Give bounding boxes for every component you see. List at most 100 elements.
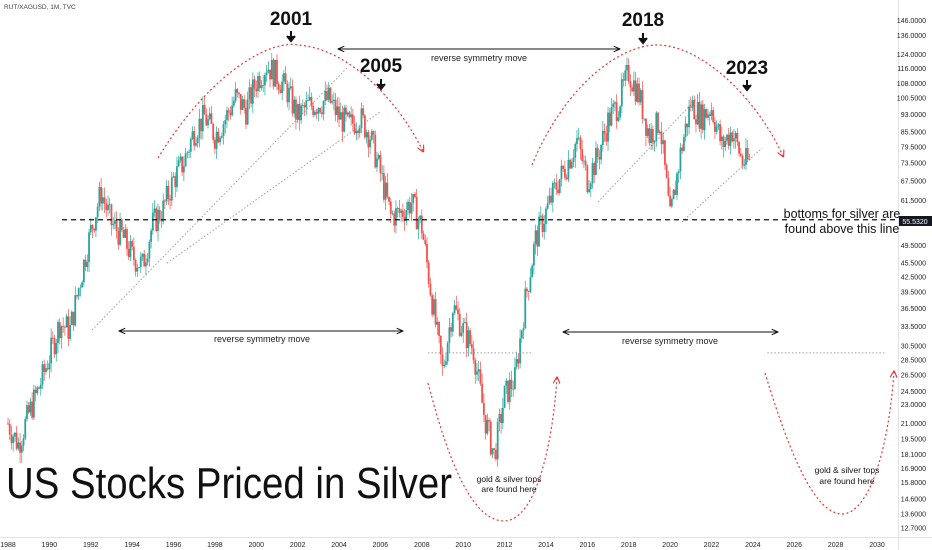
- candle-body: [457, 309, 459, 315]
- candle-body: [286, 83, 289, 103]
- candle-body: [46, 368, 49, 370]
- candle-body: [7, 423, 9, 425]
- candle-body: [276, 59, 278, 84]
- candle-body: [622, 79, 625, 81]
- x-tick-label: 2000: [248, 542, 264, 549]
- candle-body: [39, 384, 42, 389]
- candle-body: [719, 124, 721, 142]
- candle-body: [531, 265, 534, 278]
- y-tick-label: 39.5000: [901, 290, 926, 297]
- candle-body: [646, 128, 649, 136]
- candle-body: [443, 364, 446, 367]
- candle-body: [393, 213, 396, 226]
- candle-body: [170, 177, 173, 201]
- candle-body: [469, 330, 471, 344]
- y-tick-label: 26.5000: [901, 373, 926, 380]
- candle-body: [60, 326, 63, 339]
- candle-body: [365, 132, 368, 138]
- candle-body: [481, 383, 484, 403]
- y-tick-label: 67.5000: [901, 178, 926, 185]
- candle-body: [62, 326, 65, 327]
- candle-body: [450, 327, 453, 332]
- candle-body: [658, 131, 661, 133]
- candle-body: [543, 223, 546, 232]
- candle-body: [381, 172, 384, 174]
- year-label-2018: 2018: [622, 10, 664, 31]
- candle-body: [374, 134, 377, 168]
- candle-body: [220, 135, 223, 138]
- candle-body: [338, 106, 340, 120]
- candle-body: [177, 160, 180, 167]
- candle-body: [405, 210, 408, 221]
- candle-body: [245, 107, 247, 125]
- candle-body: [320, 112, 323, 115]
- candle-body: [600, 145, 603, 160]
- candle-body: [260, 85, 263, 89]
- candle-body: [15, 432, 18, 449]
- candle-body: [93, 228, 96, 231]
- candle-body: [417, 219, 420, 230]
- candle-body: [712, 110, 715, 123]
- y-tick-label: 146.0000: [897, 18, 926, 25]
- y-tick-label: 49.5000: [901, 243, 926, 250]
- last-value-badge: [899, 216, 932, 226]
- candle-body: [346, 112, 349, 115]
- candle-body: [148, 241, 151, 259]
- trendline-left-upper: [166, 111, 381, 264]
- y-tick-label: 73.5000: [901, 161, 926, 168]
- candle-body: [674, 189, 677, 195]
- candle-body: [101, 197, 104, 204]
- x-tick-label: 2018: [621, 542, 637, 549]
- candle-body: [596, 147, 599, 157]
- candle-body: [162, 200, 165, 222]
- candle-body: [491, 448, 494, 455]
- candle-body: [339, 112, 342, 120]
- candle-body: [146, 258, 149, 263]
- candle-body: [496, 422, 499, 460]
- y-tick-label: 136.0000: [897, 33, 926, 40]
- last-value-label: 55.5320: [902, 219, 927, 226]
- candle-body: [581, 149, 584, 161]
- y-tick-label: 42.5000: [901, 275, 926, 282]
- candle-body: [558, 179, 561, 194]
- candle-body: [460, 332, 463, 336]
- candle-body: [641, 90, 644, 119]
- candle-body: [589, 183, 592, 189]
- candle-body: [114, 220, 116, 224]
- candle-body: [69, 324, 71, 339]
- candle-body: [717, 124, 720, 127]
- candle-body: [434, 299, 437, 325]
- candle-body: [74, 295, 77, 326]
- candle-body: [522, 328, 525, 331]
- candle-body: [376, 158, 378, 168]
- candle-body: [701, 104, 704, 131]
- candle-body: [289, 86, 292, 88]
- candle-body: [386, 182, 389, 197]
- candle-body: [484, 415, 487, 434]
- candle-body: [684, 123, 687, 138]
- candle-body: [414, 193, 416, 198]
- candle-body: [557, 189, 559, 194]
- candle-body: [529, 277, 532, 292]
- candle-body: [636, 83, 639, 102]
- candle-body: [72, 311, 75, 326]
- candle-body: [643, 118, 646, 120]
- candle-body: [746, 147, 749, 160]
- x-tick-label: 2004: [331, 542, 347, 549]
- candle-body: [214, 139, 216, 149]
- candle-body: [667, 177, 670, 196]
- candle-body: [474, 360, 477, 375]
- candle-body: [327, 87, 330, 100]
- x-tick-label: 2026: [786, 542, 802, 549]
- candle-body: [22, 438, 25, 446]
- candle-body: [215, 131, 218, 149]
- candle-body: [196, 138, 199, 144]
- candle-body: [169, 198, 171, 201]
- candle-body: [291, 86, 294, 114]
- candle-body: [577, 137, 580, 139]
- candle-body: [512, 388, 515, 390]
- candle-body: [262, 85, 265, 87]
- candle-body: [315, 111, 318, 114]
- x-tick-label: 1996: [166, 542, 182, 549]
- candle-body: [334, 99, 337, 116]
